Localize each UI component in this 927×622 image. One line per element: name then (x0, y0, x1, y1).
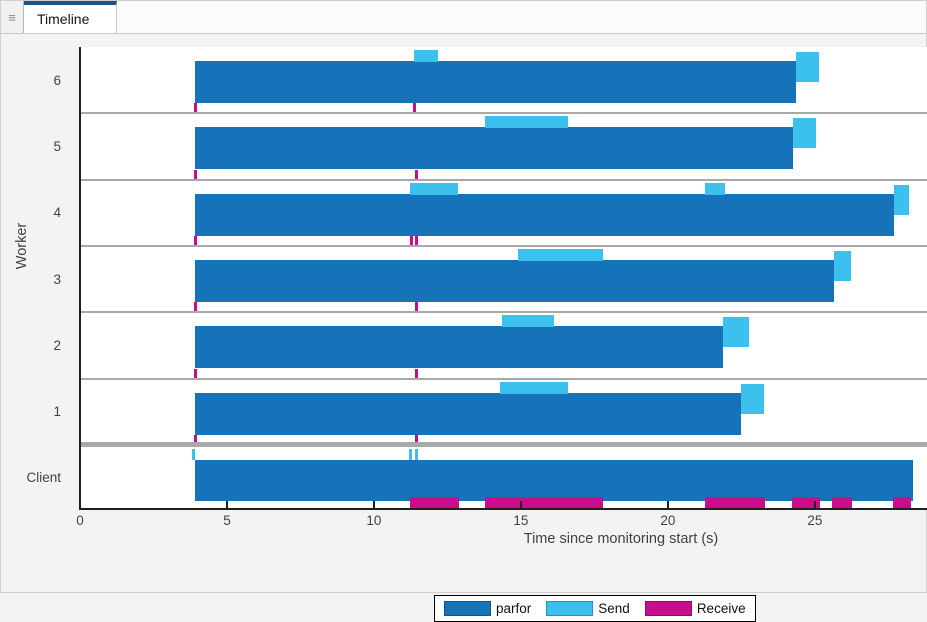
legend-item-receive: Receive (644, 601, 746, 616)
send-end-bar[interactable] (894, 184, 910, 215)
send-end-bar[interactable] (740, 383, 764, 414)
receive-tick[interactable] (193, 434, 197, 444)
row-label-client: Client (26, 469, 61, 485)
receive-bar[interactable] (832, 497, 852, 509)
tab-timeline[interactable]: Timeline (24, 1, 117, 33)
timeline-row-6 (80, 47, 927, 113)
parfor-bar[interactable] (194, 193, 895, 236)
timeline-row-3 (80, 246, 927, 312)
receive-tick[interactable] (409, 235, 413, 245)
send-end-bar[interactable] (795, 52, 820, 82)
parfor-bar[interactable] (194, 392, 741, 435)
row-label-4: 4 (53, 205, 61, 221)
x-axis-tick (79, 501, 81, 508)
y-axis-line (79, 47, 81, 510)
send-tick[interactable] (408, 449, 412, 460)
row-separator (80, 442, 927, 447)
parfor-bar[interactable] (194, 326, 723, 369)
receive-tick[interactable] (414, 169, 418, 179)
send-end-bar[interactable] (792, 118, 816, 149)
x-axis-tick (813, 501, 816, 508)
receive-tick[interactable] (193, 235, 197, 245)
row-separator (80, 311, 927, 314)
x-axis-tick-label: 20 (660, 513, 676, 528)
x-axis-tick-label: 15 (513, 513, 529, 528)
receive-bar[interactable] (704, 497, 765, 509)
parfor-swatch (444, 601, 491, 616)
timeline-row-5 (80, 113, 927, 179)
receive-tick[interactable] (193, 169, 197, 179)
receive-bar[interactable] (410, 497, 459, 509)
legend-label-receive: Receive (696, 601, 746, 616)
parfor-bar[interactable] (194, 260, 835, 302)
receive-tick[interactable] (193, 368, 197, 378)
receive-swatch (644, 601, 692, 616)
timeline-row-1 (80, 379, 927, 445)
receive-tick[interactable] (193, 302, 197, 312)
send-bar[interactable] (704, 182, 726, 195)
row-label-5: 5 (53, 138, 61, 154)
legend: parfor Send Receive (434, 595, 756, 622)
row-separator (80, 178, 927, 181)
x-axis-tick (519, 501, 522, 508)
receive-bar[interactable] (791, 497, 820, 509)
x-axis-label: Time since monitoring start (s) (523, 531, 719, 547)
legend-item-send: Send (546, 601, 630, 616)
tab-timeline-label: Timeline (37, 11, 90, 27)
send-swatch (546, 601, 594, 616)
send-bar[interactable] (500, 381, 569, 394)
x-axis-tick-label: 0 (76, 513, 84, 528)
receive-tick[interactable] (413, 103, 417, 113)
receive-bar[interactable] (485, 497, 603, 509)
send-bar[interactable] (414, 50, 439, 62)
send-bar[interactable] (484, 116, 568, 129)
row-separator (80, 112, 927, 115)
row-separator (80, 245, 927, 247)
receive-tick[interactable] (414, 434, 418, 444)
legend-item-parfor: parfor (444, 601, 531, 616)
x-axis-tick (666, 501, 669, 508)
send-end-bar[interactable] (722, 317, 749, 348)
hamburger-menu-icon: ≡ (8, 9, 16, 25)
send-tick[interactable] (192, 449, 196, 460)
row-separator (80, 377, 927, 380)
x-axis-tick-label: 10 (366, 513, 382, 528)
x-axis-tick-label: 5 (223, 513, 231, 528)
receive-tick[interactable] (414, 368, 418, 378)
send-tick[interactable] (414, 449, 418, 460)
timeline-row-4 (80, 180, 927, 246)
tab-menu-button[interactable]: ≡ (1, 1, 24, 33)
row-label-1: 1 (53, 404, 61, 420)
row-label-3: 3 (53, 271, 61, 287)
timeline-row-client (80, 445, 927, 509)
tab-bar: ≡ Timeline (1, 1, 926, 34)
receive-bar[interactable] (892, 497, 911, 509)
legend-label-parfor: parfor (496, 601, 532, 616)
parfor-bar[interactable] (194, 460, 914, 501)
row-label-2: 2 (53, 337, 61, 353)
receive-tick[interactable] (193, 103, 197, 113)
row-label-6: 6 (53, 72, 61, 88)
receive-tick[interactable] (414, 235, 418, 245)
parfor-bar[interactable] (194, 61, 796, 103)
send-end-bar[interactable] (834, 251, 851, 281)
parfor-bar[interactable] (194, 127, 793, 170)
timeline-row-2 (80, 312, 927, 378)
send-bar[interactable] (501, 315, 554, 328)
send-bar[interactable] (410, 182, 459, 195)
legend-label-send: Send (598, 601, 630, 616)
x-axis-line (79, 508, 927, 510)
timeline-figure: Worker Time since monitoring start (s) p… (1, 35, 927, 622)
x-axis-tick (225, 501, 228, 508)
x-axis-tick (372, 501, 375, 508)
x-axis-tick-label: 25 (807, 513, 823, 528)
receive-tick[interactable] (414, 302, 418, 312)
send-bar[interactable] (518, 249, 603, 261)
